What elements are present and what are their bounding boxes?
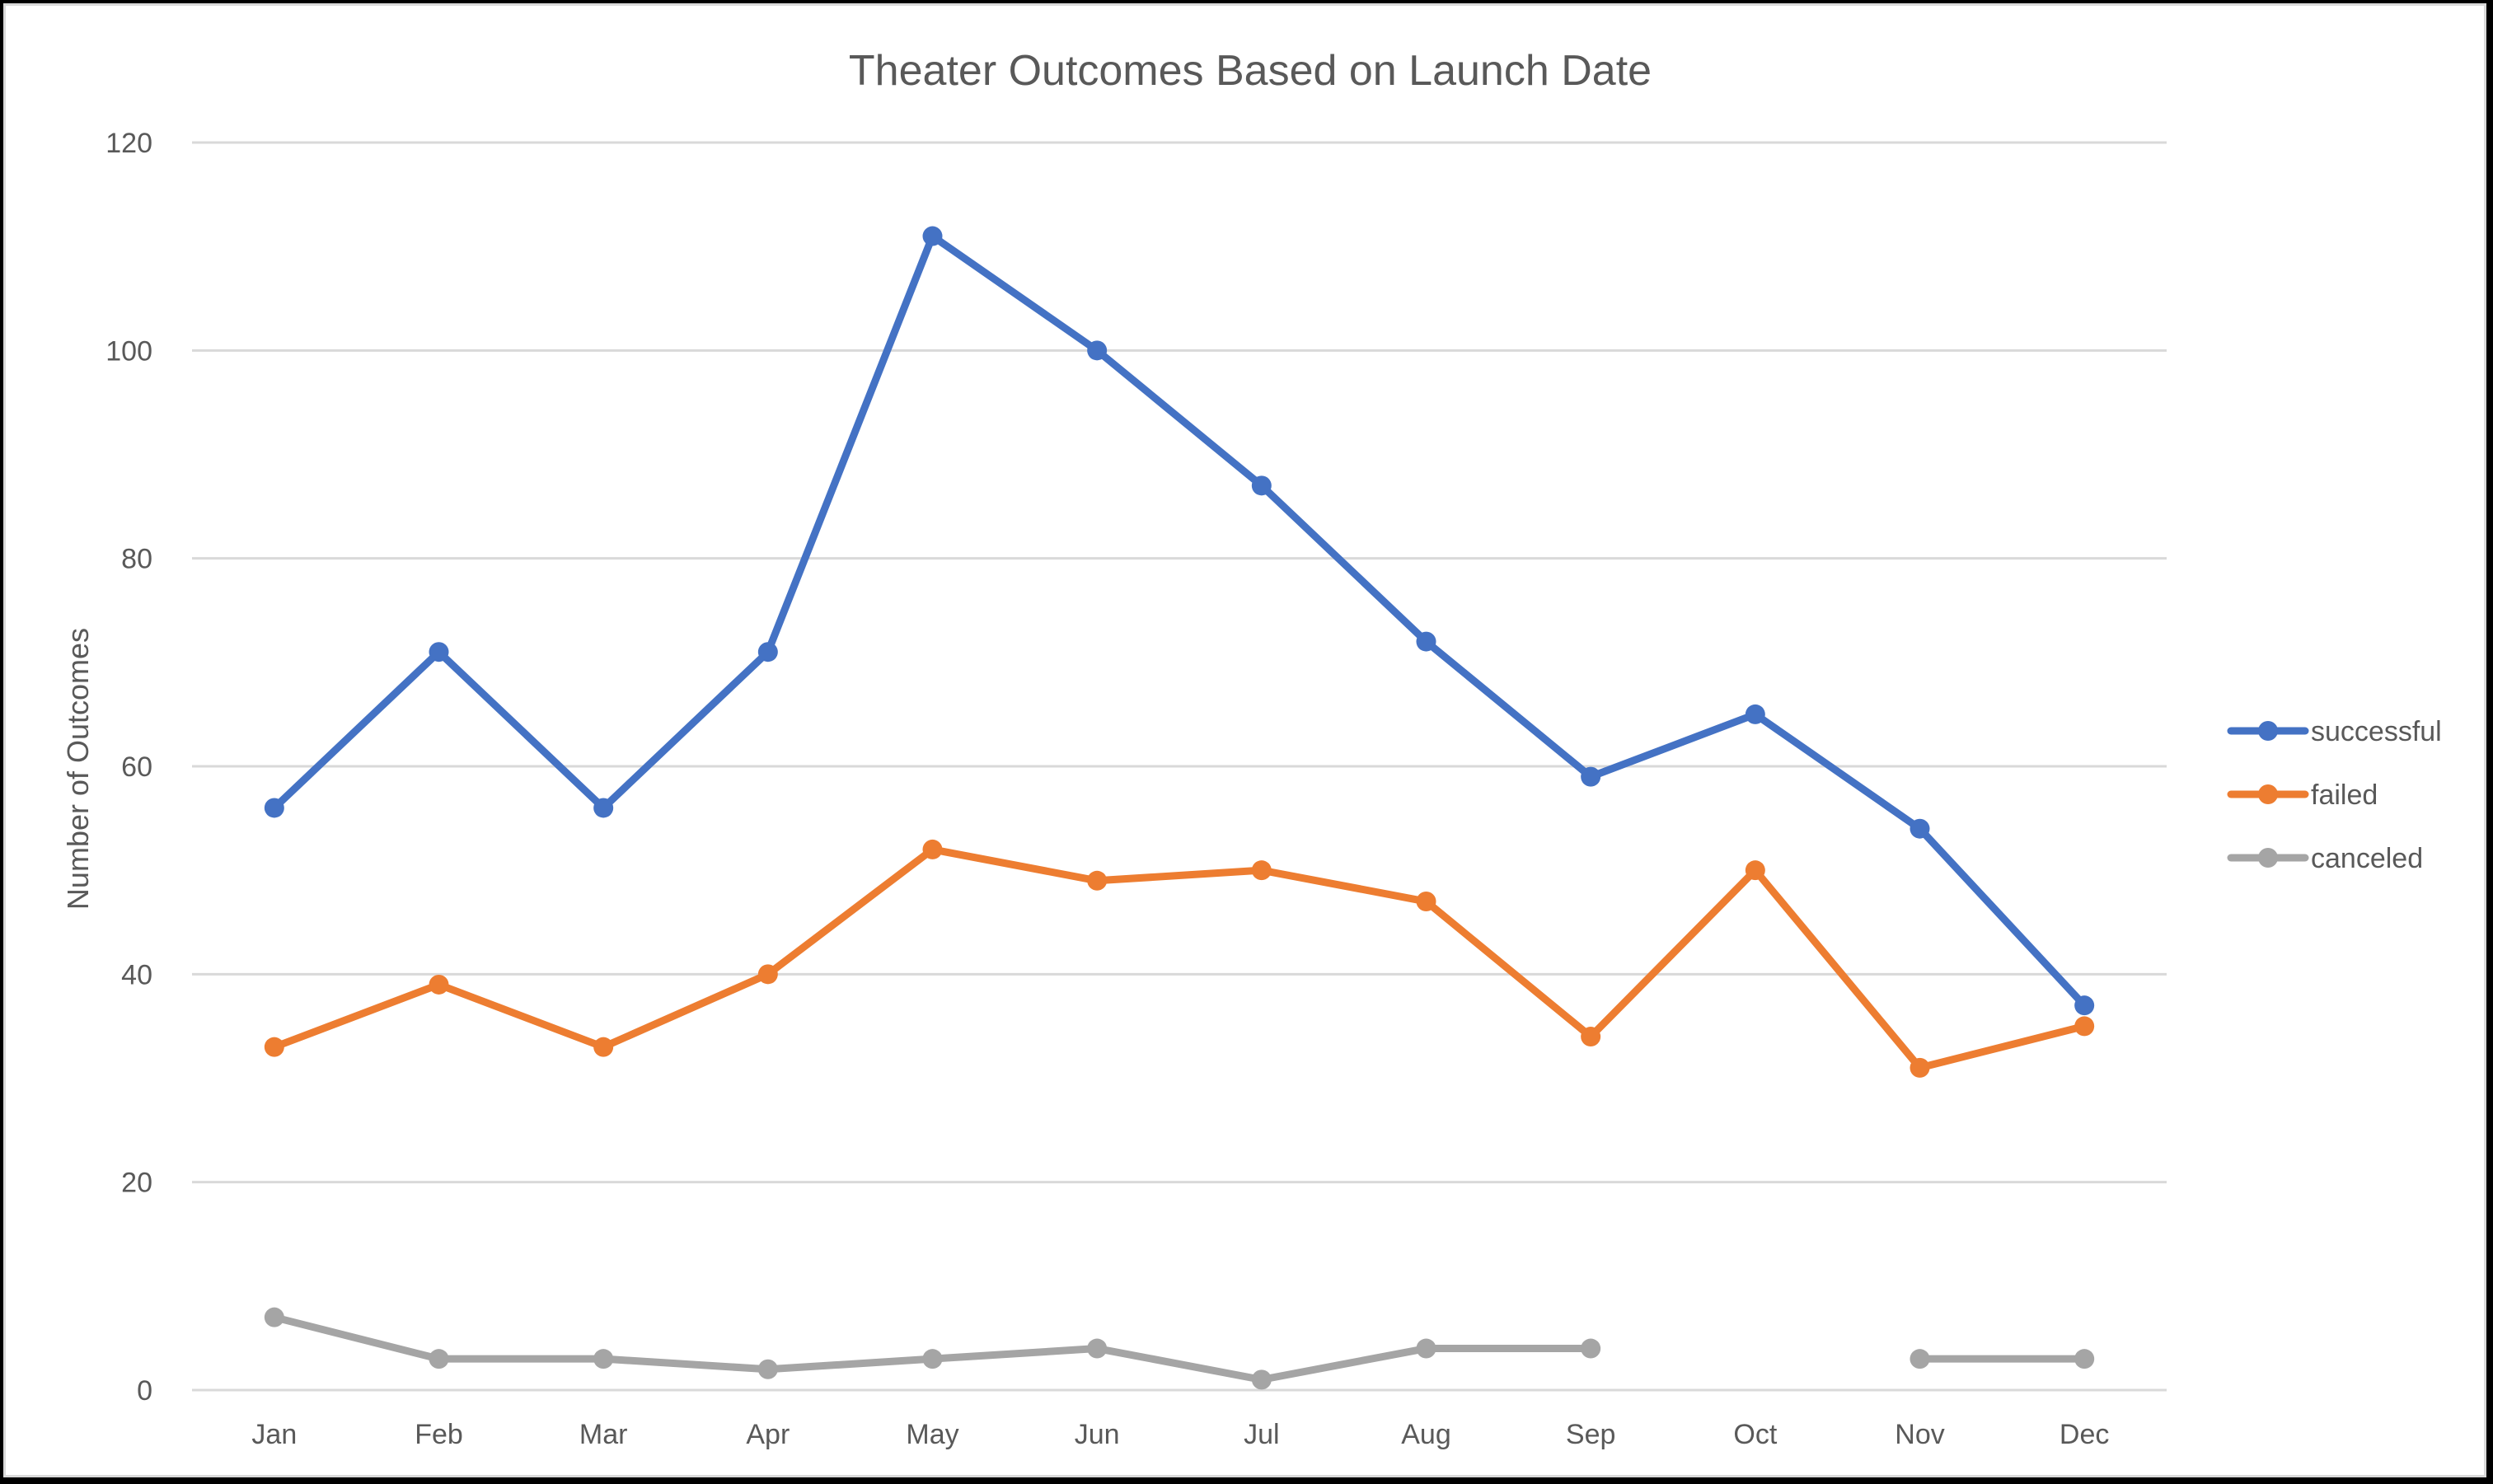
data-point-marker xyxy=(1910,1349,1930,1369)
x-tick-label: Sep xyxy=(1566,1419,1616,1450)
legend-label: canceled xyxy=(2311,843,2423,874)
data-point-marker xyxy=(757,642,778,662)
chart-frame: Theater Outcomes Based on Launch Date Nu… xyxy=(3,3,2486,1477)
data-point-marker xyxy=(429,974,449,995)
data-point-marker xyxy=(1581,1338,1601,1359)
y-axis-label: Number of Outcomes xyxy=(61,628,95,910)
data-point-marker xyxy=(1745,860,1765,881)
data-point-marker xyxy=(1087,340,1108,361)
x-axis-ticks: Jan Feb Mar Apr May Jun Jul Aug Sep Oct Nov Dec xyxy=(251,1419,2109,1450)
data-point-marker xyxy=(429,1349,449,1369)
legend: successful failed canceled xyxy=(2227,716,2442,874)
x-tick-label: May xyxy=(906,1419,958,1450)
data-point-marker xyxy=(2074,995,2095,1016)
data-point-marker xyxy=(1251,475,1272,496)
data-point-marker xyxy=(264,798,284,818)
data-point-marker xyxy=(922,226,943,246)
legend-item-canceled: canceled xyxy=(2227,843,2423,874)
x-tick-label: Mar xyxy=(579,1419,628,1450)
y-tick-label: 80 xyxy=(121,544,152,575)
y-tick-label: 120 xyxy=(105,128,152,159)
x-tick-label: Feb xyxy=(415,1419,463,1450)
series-canceled xyxy=(264,1307,2095,1390)
x-tick-label: Oct xyxy=(1733,1419,1777,1450)
legend-label: failed xyxy=(2311,779,2378,811)
gridlines xyxy=(192,141,2167,1392)
data-point-marker xyxy=(757,1359,778,1379)
line-chart: Theater Outcomes Based on Launch Date Nu… xyxy=(61,47,2442,1450)
data-point-marker xyxy=(264,1037,284,1057)
series-line xyxy=(270,232,2088,1009)
data-point-marker xyxy=(264,1307,284,1327)
data-point-marker xyxy=(1087,1338,1108,1359)
y-tick-label: 100 xyxy=(105,335,152,367)
data-point-marker xyxy=(1416,892,1436,912)
x-tick-label: Jul xyxy=(1244,1419,1279,1450)
data-point-marker xyxy=(593,798,614,818)
legend-marker-icon xyxy=(2258,721,2278,741)
y-axis-ticks: 0 20 40 60 80 100 120 xyxy=(105,128,152,1407)
data-point-marker xyxy=(1087,870,1108,891)
y-tick-label: 40 xyxy=(121,959,152,990)
data-point-marker xyxy=(1581,766,1601,787)
x-tick-label: Aug xyxy=(1401,1419,1451,1450)
data-point-marker xyxy=(593,1037,614,1057)
y-tick-label: 20 xyxy=(121,1168,152,1199)
legend-item-successful: successful xyxy=(2227,716,2442,747)
data-point-marker xyxy=(1745,704,1765,724)
data-point-marker xyxy=(757,964,778,985)
data-point-marker xyxy=(593,1349,614,1369)
series-successful xyxy=(264,226,2095,1016)
series-line xyxy=(270,1313,1595,1383)
x-tick-label: Apr xyxy=(746,1419,790,1450)
legend-marker-icon xyxy=(2258,848,2278,868)
series-line xyxy=(270,845,2088,1072)
x-tick-label: Nov xyxy=(1895,1419,1944,1450)
x-tick-label: Dec xyxy=(2060,1419,2109,1450)
x-tick-label: Jan xyxy=(251,1419,297,1450)
data-point-marker xyxy=(1910,1057,1930,1078)
data-point-marker xyxy=(1416,1338,1436,1359)
data-point-marker xyxy=(1251,1369,1272,1390)
series-failed xyxy=(264,839,2095,1078)
data-point-marker xyxy=(2074,1016,2095,1037)
y-tick-label: 0 xyxy=(137,1375,152,1407)
chart-title: Theater Outcomes Based on Launch Date xyxy=(849,47,1652,95)
legend-marker-icon xyxy=(2258,784,2278,804)
data-point-marker xyxy=(922,1349,943,1369)
legend-label: successful xyxy=(2311,716,2442,747)
y-tick-label: 60 xyxy=(121,751,152,783)
legend-item-failed: failed xyxy=(2227,779,2378,811)
data-point-marker xyxy=(1581,1027,1601,1047)
data-point-marker xyxy=(2074,1349,2095,1369)
x-tick-label: Jun xyxy=(1075,1419,1120,1450)
data-point-marker xyxy=(1251,860,1272,881)
series-lines xyxy=(264,226,2095,1390)
data-point-marker xyxy=(429,642,449,662)
data-point-marker xyxy=(1416,631,1436,652)
data-point-marker xyxy=(1910,818,1930,839)
data-point-marker xyxy=(922,839,943,859)
